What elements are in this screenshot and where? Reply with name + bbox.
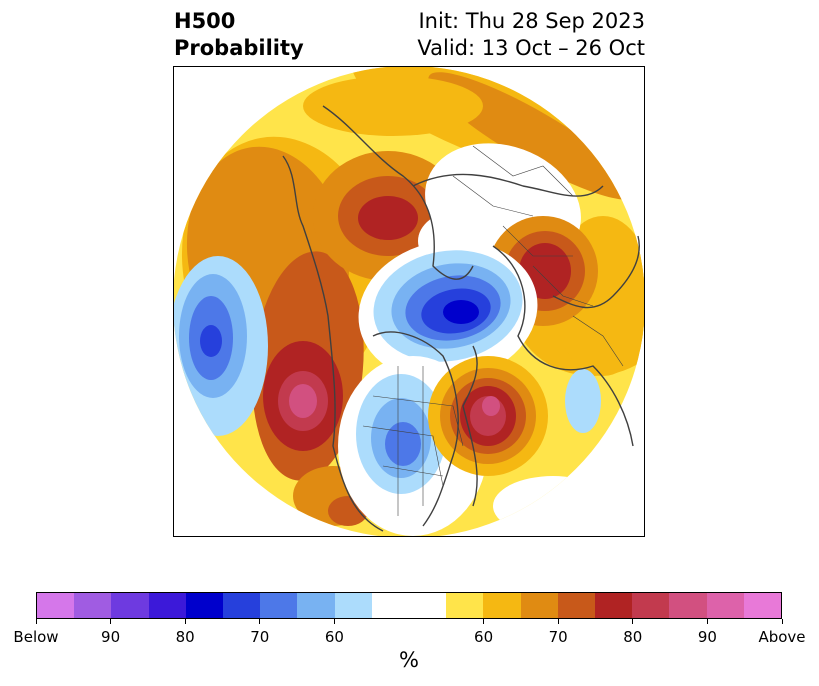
colorbar-tick-mark	[557, 619, 559, 624]
colorbar-tick-label: 80	[623, 628, 643, 646]
polar-map	[173, 66, 645, 537]
map-border	[173, 66, 645, 537]
colorbar-segment	[111, 593, 149, 618]
colorbar-tick-label: 90	[101, 628, 121, 646]
colorbar-tick-label: 90	[697, 628, 717, 646]
colorbar-tick-mark	[259, 619, 261, 624]
colorbar-segment	[743, 593, 782, 618]
colorbar-segment	[669, 593, 707, 618]
colorbar-segment	[334, 593, 372, 618]
colorbar-segment	[371, 593, 410, 618]
colorbar-label: %	[399, 648, 419, 672]
colorbar-tick-label: 60	[474, 628, 494, 646]
colorbar-segment	[297, 593, 335, 618]
colorbar-tick-label: Below	[13, 628, 59, 646]
colorbar-tick-label: 70	[548, 628, 568, 646]
colorbar-segment	[706, 593, 744, 618]
colorbar-tick-mark	[184, 619, 186, 624]
colorbar-segment	[446, 593, 484, 618]
colorbar-segment	[632, 593, 670, 618]
colorbar-tick-mark	[333, 619, 335, 624]
colorbar-tick-mark	[632, 619, 634, 624]
colorbar-segment	[520, 593, 558, 618]
colorbar-segment	[557, 593, 596, 618]
political-borders	[362, 145, 624, 516]
colorbar-tick-label: Above	[758, 628, 806, 646]
init-date: Init: Thu 28 Sep 2023	[418, 9, 645, 33]
colorbar-segment	[260, 593, 298, 618]
colorbar-tick-mark	[35, 619, 37, 624]
colorbar-tick-mark	[706, 619, 708, 624]
colorbar-segment	[148, 593, 186, 618]
colorbar-segment	[595, 593, 633, 618]
colorbar-segment	[483, 593, 521, 618]
colorbar-segment	[223, 593, 261, 618]
coastlines	[282, 105, 640, 532]
colorbar-tick-label: 70	[250, 628, 270, 646]
colorbar-segment	[74, 593, 112, 618]
colorbar-tick-mark	[483, 619, 485, 624]
colorbar	[36, 592, 782, 619]
map-subtitle: Init: Thu 28 Sep 2023 Valid: 13 Oct – 26…	[417, 8, 645, 62]
title-line-2: Probability	[174, 36, 304, 60]
valid-range: Valid: 13 Oct – 26 Oct	[417, 36, 645, 60]
colorbar-tick-mark	[781, 619, 783, 624]
colorbar-segment	[185, 593, 224, 618]
colorbar-segment	[37, 593, 75, 618]
map-title: H500 Probability	[174, 8, 304, 62]
colorbar-tick-label: 80	[175, 628, 195, 646]
probability-field	[173, 66, 645, 537]
colorbar-segment	[409, 593, 447, 618]
colorbar-tick-mark	[110, 619, 112, 624]
title-line-1: H500	[174, 9, 236, 33]
colorbar-tick-label: 60	[324, 628, 344, 646]
